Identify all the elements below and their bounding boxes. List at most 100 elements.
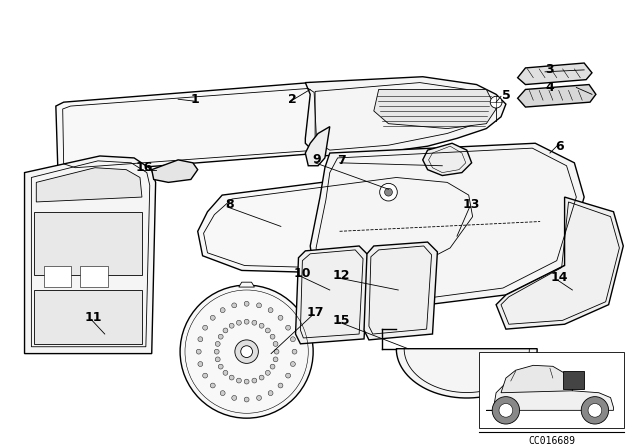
Circle shape (214, 349, 219, 354)
Polygon shape (374, 90, 496, 129)
Circle shape (223, 328, 228, 333)
Circle shape (581, 396, 609, 424)
Bar (80, 266, 108, 287)
Circle shape (203, 373, 207, 378)
Circle shape (180, 285, 313, 418)
Circle shape (229, 323, 234, 328)
Circle shape (273, 341, 278, 346)
Circle shape (252, 378, 257, 383)
Circle shape (244, 397, 249, 402)
Polygon shape (305, 77, 506, 156)
Circle shape (291, 337, 295, 342)
Bar (563, 371, 584, 389)
Circle shape (268, 391, 273, 396)
Bar (479, 352, 624, 428)
Polygon shape (305, 127, 330, 166)
Circle shape (268, 308, 273, 313)
Circle shape (218, 334, 223, 339)
Polygon shape (152, 160, 198, 182)
Polygon shape (364, 242, 437, 340)
Text: 7: 7 (337, 155, 346, 168)
Circle shape (236, 378, 241, 383)
Text: 5: 5 (502, 89, 510, 102)
Text: 8: 8 (226, 198, 234, 211)
Circle shape (244, 379, 249, 384)
Circle shape (218, 364, 223, 369)
Polygon shape (198, 172, 481, 273)
Circle shape (236, 320, 241, 325)
Circle shape (235, 340, 259, 363)
Bar (44, 266, 72, 287)
Circle shape (223, 370, 228, 375)
Circle shape (588, 404, 602, 417)
Text: 1: 1 (190, 93, 199, 106)
Circle shape (220, 391, 225, 396)
Polygon shape (518, 63, 592, 85)
Circle shape (278, 315, 283, 320)
Polygon shape (423, 143, 472, 176)
Polygon shape (518, 85, 596, 107)
Polygon shape (36, 168, 142, 202)
Text: 6: 6 (556, 140, 564, 153)
Text: 13: 13 (463, 198, 481, 211)
Circle shape (266, 328, 270, 333)
Circle shape (229, 375, 234, 380)
Circle shape (292, 349, 297, 354)
Circle shape (211, 383, 215, 388)
Circle shape (499, 404, 513, 417)
Text: 11: 11 (84, 311, 102, 324)
Polygon shape (24, 156, 156, 353)
Circle shape (220, 308, 225, 313)
Polygon shape (296, 246, 369, 344)
Circle shape (259, 375, 264, 380)
Polygon shape (310, 143, 584, 305)
Circle shape (490, 96, 502, 108)
Circle shape (232, 396, 237, 401)
Circle shape (270, 364, 275, 369)
Polygon shape (496, 197, 623, 329)
Polygon shape (239, 282, 255, 287)
Circle shape (244, 319, 249, 324)
Circle shape (266, 370, 270, 375)
Polygon shape (486, 375, 614, 410)
Circle shape (380, 183, 397, 201)
Bar (35, 212, 142, 276)
Circle shape (259, 323, 264, 328)
Circle shape (285, 373, 291, 378)
Circle shape (244, 302, 249, 306)
Circle shape (385, 188, 392, 196)
Text: 3: 3 (546, 63, 554, 76)
Circle shape (278, 383, 283, 388)
Circle shape (198, 337, 203, 342)
Circle shape (257, 303, 262, 308)
Text: 4: 4 (545, 81, 554, 94)
Circle shape (285, 325, 291, 330)
Circle shape (241, 346, 253, 358)
Polygon shape (501, 365, 572, 393)
Bar (35, 290, 142, 344)
Circle shape (270, 334, 275, 339)
Circle shape (232, 303, 237, 308)
Circle shape (203, 325, 207, 330)
Polygon shape (396, 349, 537, 398)
Text: 15: 15 (333, 314, 350, 327)
Circle shape (257, 396, 262, 401)
Circle shape (492, 396, 520, 424)
Circle shape (291, 362, 295, 366)
Text: 9: 9 (313, 153, 321, 166)
Circle shape (215, 341, 220, 346)
Circle shape (274, 349, 279, 354)
Text: 2: 2 (288, 93, 297, 106)
Text: CC016689: CC016689 (529, 436, 575, 446)
Circle shape (196, 349, 201, 354)
Circle shape (211, 315, 215, 320)
Text: 14: 14 (551, 271, 568, 284)
Circle shape (273, 357, 278, 362)
Circle shape (198, 362, 203, 366)
Text: 10: 10 (294, 267, 311, 280)
Text: 16: 16 (135, 161, 152, 174)
Text: 17: 17 (307, 306, 324, 319)
Circle shape (215, 357, 220, 362)
Circle shape (252, 320, 257, 325)
Text: 12: 12 (333, 269, 350, 282)
